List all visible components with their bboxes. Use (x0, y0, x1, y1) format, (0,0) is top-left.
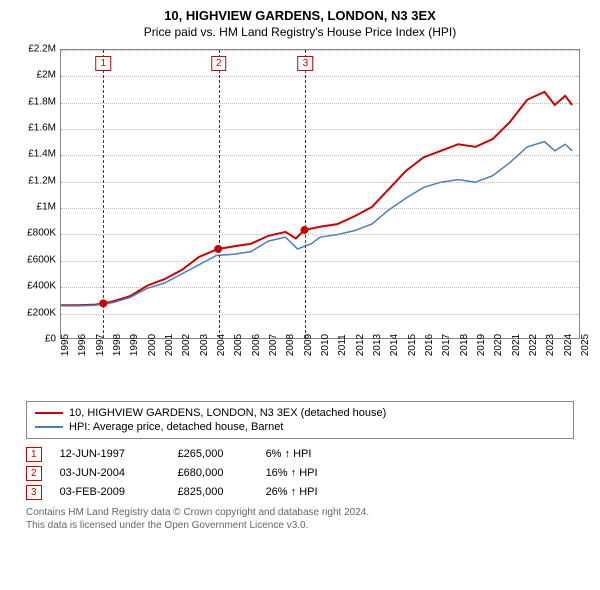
legend-row: 10, HIGHVIEW GARDENS, LONDON, N3 3EX (de… (35, 406, 565, 420)
sale-marker-number: 3 (298, 56, 314, 71)
x-tick-label: 2017 (441, 334, 452, 356)
legend-swatch (35, 426, 63, 428)
series-line-hpi (61, 142, 572, 306)
sale-marker-line (103, 50, 104, 338)
sale-marker-number: 2 (211, 56, 227, 71)
sales-row-date: 03-FEB-2009 (60, 486, 160, 498)
sales-row-number: 2 (26, 466, 42, 481)
x-tick-label: 2022 (528, 334, 539, 356)
x-tick-label: 2001 (164, 334, 175, 356)
legend-label: HPI: Average price, detached house, Barn… (69, 421, 283, 433)
x-tick-label: 1999 (129, 334, 140, 356)
y-tick-label: £1.6M (14, 122, 56, 133)
y-tick-label: £200K (14, 307, 56, 318)
x-tick-label: 2008 (285, 334, 296, 356)
x-tick-label: 2020 (493, 334, 504, 356)
x-tick-label: 2015 (407, 334, 418, 356)
attribution-line-2: This data is licensed under the Open Gov… (26, 519, 574, 532)
sales-row-price: £825,000 (178, 486, 248, 498)
y-tick-label: £1.2M (14, 175, 56, 186)
x-tick-label: 2024 (563, 334, 574, 356)
sales-row-delta: 16% ↑ HPI (266, 467, 366, 479)
x-tick-label: 2007 (268, 334, 279, 356)
line-plot-svg (61, 50, 579, 338)
y-tick-label: £600K (14, 254, 56, 265)
legend-row: HPI: Average price, detached house, Barn… (35, 420, 565, 434)
x-tick-label: 2006 (251, 334, 262, 356)
x-tick-label: 2009 (303, 334, 314, 356)
x-tick-label: 2021 (511, 334, 522, 356)
sales-row: 2 03-JUN-2004 £680,000 16% ↑ HPI (26, 464, 574, 483)
x-tick-label: 2002 (181, 334, 192, 356)
sales-row-price: £680,000 (178, 467, 248, 479)
y-tick-label: £400K (14, 281, 56, 292)
x-tick-label: 1995 (60, 334, 71, 356)
chart-subtitle: Price paid vs. HM Land Registry's House … (8, 25, 592, 39)
legend-label: 10, HIGHVIEW GARDENS, LONDON, N3 3EX (de… (69, 407, 386, 419)
sales-row-number: 1 (26, 447, 42, 462)
x-tick-label: 1996 (77, 334, 88, 356)
sales-row: 3 03-FEB-2009 £825,000 26% ↑ HPI (26, 483, 574, 502)
x-tick-label: 2023 (545, 334, 556, 356)
attribution-line-1: Contains HM Land Registry data © Crown c… (26, 506, 574, 519)
sales-row-delta: 26% ↑ HPI (266, 486, 366, 498)
x-tick-label: 2016 (424, 334, 435, 356)
x-tick-label: 2011 (337, 334, 348, 356)
x-tick-label: 2004 (216, 334, 227, 356)
sales-row-date: 03-JUN-2004 (60, 467, 160, 479)
y-tick-label: £1M (14, 202, 56, 213)
sale-marker-line (219, 50, 220, 338)
y-tick-label: £2M (14, 70, 56, 81)
y-tick-label: £0 (14, 333, 56, 344)
sales-row-delta: 6% ↑ HPI (266, 448, 366, 460)
series-line-property (61, 92, 572, 305)
chart-title: 10, HIGHVIEW GARDENS, LONDON, N3 3EX (8, 8, 592, 25)
legend-swatch (35, 412, 63, 414)
legend-box: 10, HIGHVIEW GARDENS, LONDON, N3 3EX (de… (26, 401, 574, 439)
sales-row-date: 12-JUN-1997 (60, 448, 160, 460)
sales-row-price: £265,000 (178, 448, 248, 460)
x-tick-label: 2025 (580, 334, 591, 356)
chart-area: £0 £200K £400K £600K £800K £1M £1.2M £1.4M £1.6M… (14, 45, 586, 395)
x-tick-label: 2005 (233, 334, 244, 356)
plot-area: 1 2 3 (60, 49, 580, 339)
x-tick-label: 2014 (389, 334, 400, 356)
sales-row-number: 3 (26, 485, 42, 500)
attribution: Contains HM Land Registry data © Crown c… (26, 506, 574, 532)
x-tick-label: 2018 (459, 334, 470, 356)
sale-marker-number: 1 (96, 56, 112, 71)
x-tick-label: 1998 (112, 334, 123, 356)
x-tick-label: 2013 (372, 334, 383, 356)
x-tick-label: 2003 (199, 334, 210, 356)
x-tick-label: 2012 (355, 334, 366, 356)
y-tick-label: £1.4M (14, 149, 56, 160)
x-tick-label: 1997 (95, 334, 106, 356)
y-tick-label: £800K (14, 228, 56, 239)
x-tick-label: 2000 (147, 334, 158, 356)
x-tick-label: 2019 (476, 334, 487, 356)
sales-table: 1 12-JUN-1997 £265,000 6% ↑ HPI 2 03-JUN-2004… (26, 445, 574, 502)
sales-row: 1 12-JUN-1997 £265,000 6% ↑ HPI (26, 445, 574, 464)
y-tick-label: £1.8M (14, 96, 56, 107)
y-tick-label: £2.2M (14, 43, 56, 54)
x-tick-label: 2010 (320, 334, 331, 356)
sale-marker-line (305, 50, 306, 338)
